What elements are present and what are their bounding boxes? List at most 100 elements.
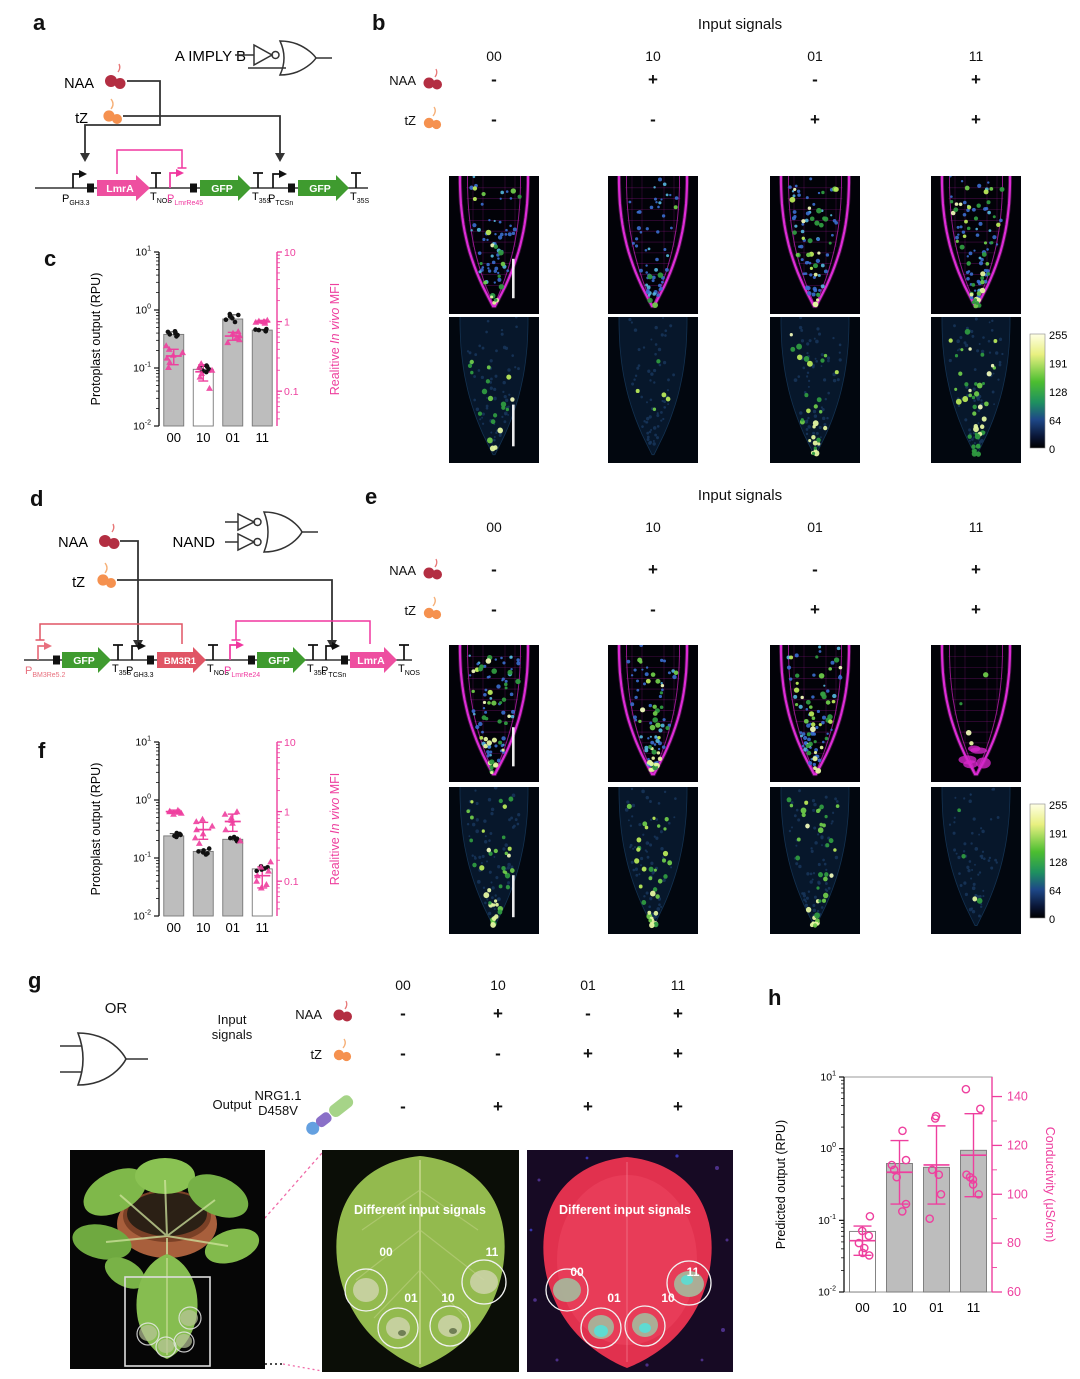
svg-text:GFP: GFP	[268, 655, 290, 667]
panel-b-label: b	[372, 10, 386, 35]
e-tz-10: -	[650, 600, 656, 619]
svg-text:PGH3.3: PGH3.3	[62, 193, 90, 207]
spot-labels: 00 01 10 11	[379, 1245, 498, 1305]
utr-box	[288, 183, 295, 193]
svg-text:00: 00	[855, 1300, 869, 1315]
g-naa-row-label: NAA	[295, 1007, 322, 1022]
gene-gfp-1: GFP	[62, 647, 111, 673]
svg-text:255: 255	[1049, 800, 1067, 812]
svg-text:10: 10	[441, 1291, 455, 1305]
svg-text:1: 1	[284, 317, 290, 329]
b-tz-row-label: tZ	[404, 113, 416, 128]
svg-text:1: 1	[284, 807, 290, 819]
tz-molecule-icon	[97, 562, 116, 588]
utr-box	[190, 183, 197, 193]
g-input-group-label: Input signals	[211, 1012, 253, 1042]
svg-text:101: 101	[135, 246, 151, 259]
gate-label-nand: NAND	[172, 534, 215, 551]
svg-text:01: 01	[929, 1300, 943, 1315]
e-tz-00: -	[491, 600, 497, 619]
terminator-nos-2: TNOS	[398, 644, 420, 677]
svg-text:01: 01	[226, 430, 240, 445]
promoter-tcsn: PTCSn	[321, 642, 346, 679]
g-out-11: +	[673, 1097, 683, 1116]
g-naa-01: -	[585, 1004, 591, 1023]
svg-text:10-2: 10-2	[818, 1286, 836, 1299]
g-tz-01: +	[583, 1044, 593, 1063]
svg-text:11: 11	[256, 920, 270, 935]
e-naa-row-label: NAA	[389, 563, 416, 578]
svg-text:00: 00	[379, 1245, 393, 1259]
uv-speckles	[529, 1154, 729, 1367]
svg-text:10-1: 10-1	[818, 1214, 836, 1227]
tz-label: tZ	[75, 111, 88, 127]
col-10: 10	[645, 519, 661, 535]
svg-text:T35S: T35S	[307, 663, 327, 677]
gate-label-or: OR	[104, 1000, 128, 1017]
svg-text:0: 0	[1049, 914, 1055, 926]
col-01: 01	[807, 519, 823, 535]
leaf-photo-visible: Different input signals 00 01 10 11	[322, 1150, 519, 1372]
svg-text:01: 01	[226, 920, 240, 935]
terminator-35s-1: T35S	[112, 644, 132, 677]
svg-text:Realitive In vivo MFI: Realitive In vivo MFI	[328, 773, 342, 886]
gene-lmra: LmrA	[97, 175, 150, 201]
gate-label-imply: A IMPLY B	[175, 48, 246, 65]
circuit-diagram-nand: NAA tZ NAND PBM	[24, 511, 420, 679]
svg-text:PTCSn: PTCSn	[321, 665, 346, 679]
g-naa-10: +	[493, 1004, 503, 1023]
naa-molecule-icon	[423, 558, 442, 580]
svg-text:LmrA: LmrA	[357, 655, 385, 667]
col-11: 11	[968, 519, 984, 535]
svg-text:10-2: 10-2	[133, 910, 151, 923]
svg-text:100: 100	[820, 1142, 836, 1155]
terminator-nos: TNOS	[150, 172, 172, 205]
panel-d-label: d	[30, 486, 44, 511]
confocal-image-e-01-merged	[770, 645, 860, 782]
b-naa-row-label: NAA	[389, 73, 416, 88]
svg-text:64: 64	[1049, 416, 1061, 428]
svg-text:101: 101	[135, 736, 151, 749]
svg-text:10: 10	[892, 1300, 906, 1315]
confocal-image-b-01-merged	[770, 176, 860, 314]
svg-text:PGH3.3: PGH3.3	[126, 665, 154, 679]
svg-text:80: 80	[1007, 1236, 1021, 1250]
confocal-image-b-01-intensity	[770, 317, 860, 463]
svg-text:TNOS: TNOS	[150, 191, 172, 205]
promoter-gh33: PGH3.3	[62, 170, 90, 207]
svg-text:101: 101	[820, 1071, 836, 1084]
b-naa-01: -	[812, 70, 818, 89]
svg-text:GFP: GFP	[73, 655, 95, 667]
tz-molecule-icon	[423, 106, 442, 130]
promoter-lmrre45: PLmrRe45	[167, 169, 203, 207]
svg-text:01: 01	[404, 1291, 418, 1305]
col-00: 00	[486, 519, 502, 535]
confocal-image-e-01-intensity	[770, 787, 860, 934]
utr-box	[341, 655, 348, 665]
svg-text:255: 255	[1049, 330, 1067, 342]
panel-c-label: c	[44, 246, 57, 271]
naa-molecule-icon	[333, 1000, 352, 1022]
nand-gate-icon	[225, 511, 318, 553]
panel-e-label: e	[365, 484, 378, 509]
svg-text:191: 191	[1049, 829, 1067, 841]
tz-molecule-icon	[333, 1038, 352, 1062]
g-tz-10: -	[495, 1044, 501, 1063]
svg-text:11: 11	[256, 430, 270, 445]
input-wires	[84, 80, 281, 153]
naa-label: NAA	[58, 535, 88, 551]
repression-arc-lmra	[231, 620, 371, 644]
promoter-bm3re52: PBM3Re5.2	[25, 642, 66, 679]
gene-lmra: LmrA	[350, 647, 397, 673]
utr-box	[147, 655, 154, 665]
g-tz-row-label: tZ	[310, 1047, 322, 1062]
confocal-image-e-11-merged	[931, 645, 1021, 782]
confocal-image-b-11-intensity	[931, 317, 1021, 463]
svg-text:100: 100	[135, 794, 151, 807]
svg-text:Predicted output (RPU): Predicted output (RPU)	[774, 1120, 788, 1249]
circuit-diagram-imply: NAA tZ A IMPLY B	[35, 40, 370, 207]
plant-photo	[70, 1150, 265, 1369]
intensity-colorbar: 255 191 128 64 0	[1029, 800, 1067, 926]
svg-text:00: 00	[167, 920, 181, 935]
